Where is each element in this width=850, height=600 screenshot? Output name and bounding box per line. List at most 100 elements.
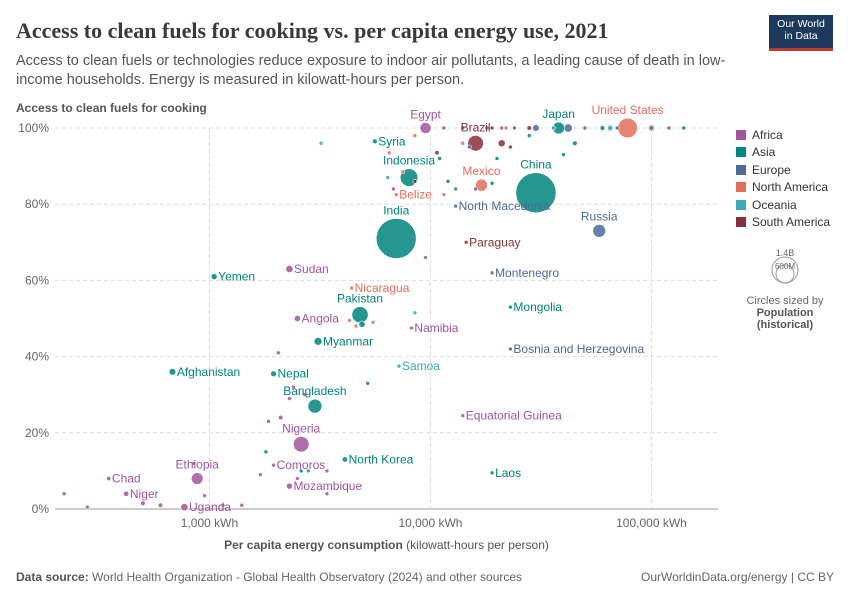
data-point[interactable] xyxy=(572,140,578,146)
point-china[interactable] xyxy=(515,172,557,214)
data-point[interactable] xyxy=(484,125,490,131)
point-egypt[interactable] xyxy=(419,122,432,134)
footer-url[interactable]: OurWorldinData.org/energy | CC BY xyxy=(641,570,834,584)
data-point[interactable] xyxy=(503,125,509,131)
data-point[interactable] xyxy=(526,125,532,131)
data-point[interactable] xyxy=(266,419,271,424)
point-myanmar[interactable] xyxy=(313,337,323,346)
data-point[interactable] xyxy=(324,468,330,474)
legend-item-south-america[interactable]: South America xyxy=(736,214,830,232)
data-point[interactable] xyxy=(434,150,440,156)
legend-item-europe[interactable]: Europe xyxy=(736,161,830,179)
legend-item-oceania[interactable]: Oceania xyxy=(736,196,830,214)
data-point[interactable] xyxy=(453,186,458,192)
data-point[interactable] xyxy=(191,460,197,466)
data-point[interactable] xyxy=(239,502,245,508)
data-point[interactable] xyxy=(305,468,311,474)
data-point[interactable] xyxy=(437,156,442,161)
point-bosnia-and-herzegovina[interactable] xyxy=(508,346,513,352)
point-syria[interactable] xyxy=(372,138,378,145)
point-united-states[interactable] xyxy=(617,117,638,139)
data-point[interactable] xyxy=(614,125,620,131)
data-point[interactable] xyxy=(489,125,495,131)
point-yemen[interactable] xyxy=(210,273,218,280)
point-samoa[interactable] xyxy=(396,363,402,369)
data-point[interactable] xyxy=(467,144,472,150)
data-point[interactable] xyxy=(649,125,654,131)
point-afghanistan[interactable] xyxy=(168,368,177,376)
data-point[interactable] xyxy=(277,414,284,421)
data-point[interactable] xyxy=(563,123,573,133)
point-equatorial-guinea[interactable] xyxy=(460,413,466,418)
point-namibia[interactable] xyxy=(409,325,414,331)
point-mexico[interactable] xyxy=(475,178,488,192)
data-point[interactable] xyxy=(412,179,418,184)
point-north-korea[interactable] xyxy=(341,456,348,463)
data-point[interactable] xyxy=(318,140,324,146)
point-nepal[interactable] xyxy=(270,370,277,377)
data-point[interactable] xyxy=(391,186,396,192)
data-point[interactable] xyxy=(202,493,207,498)
data-point[interactable] xyxy=(607,124,614,132)
data-point[interactable] xyxy=(460,125,466,131)
data-point[interactable] xyxy=(287,396,292,401)
data-point[interactable] xyxy=(157,502,164,508)
data-point[interactable] xyxy=(441,125,447,131)
data-point[interactable] xyxy=(532,124,540,132)
point-pakistan[interactable] xyxy=(351,306,369,324)
data-point[interactable] xyxy=(526,133,532,138)
data-point[interactable] xyxy=(561,152,566,157)
point-india[interactable] xyxy=(375,218,417,259)
point-belize[interactable] xyxy=(393,192,399,197)
data-point[interactable] xyxy=(497,139,506,148)
data-point[interactable] xyxy=(412,310,418,316)
point-montenegro[interactable] xyxy=(489,270,495,276)
data-point[interactable] xyxy=(508,144,513,150)
owid-logo[interactable]: Our World in Data xyxy=(769,15,833,51)
point-ethiopia[interactable] xyxy=(191,472,204,485)
point-sudan[interactable] xyxy=(285,265,294,273)
data-point[interactable] xyxy=(258,472,263,478)
data-point[interactable] xyxy=(441,192,447,197)
data-point[interactable] xyxy=(423,255,428,260)
data-point[interactable] xyxy=(61,491,67,497)
data-point[interactable] xyxy=(582,125,588,131)
data-point[interactable] xyxy=(666,125,672,131)
point-niger[interactable] xyxy=(123,490,130,497)
point-russia[interactable] xyxy=(592,224,606,238)
data-point[interactable] xyxy=(499,125,504,131)
data-point[interactable] xyxy=(460,140,466,146)
point-north-macedonia[interactable] xyxy=(453,203,458,209)
data-point[interactable] xyxy=(512,125,517,131)
point-comoros[interactable] xyxy=(271,462,276,468)
data-point[interactable] xyxy=(263,449,269,455)
point-bangladesh[interactable] xyxy=(307,398,323,414)
data-point[interactable] xyxy=(370,320,376,325)
data-point[interactable] xyxy=(295,476,300,481)
point-angola[interactable] xyxy=(294,315,301,322)
point-laos[interactable] xyxy=(489,470,495,476)
data-point[interactable] xyxy=(412,133,418,138)
data-point[interactable] xyxy=(445,179,451,184)
data-point[interactable] xyxy=(140,500,146,506)
data-point[interactable] xyxy=(681,125,687,131)
point-chad[interactable] xyxy=(106,476,112,482)
data-point[interactable] xyxy=(489,180,495,186)
data-point[interactable] xyxy=(84,504,90,510)
data-point[interactable] xyxy=(385,175,390,180)
legend-item-asia[interactable]: Asia xyxy=(736,144,830,162)
point-nigeria[interactable] xyxy=(293,436,310,453)
data-point[interactable] xyxy=(353,323,359,329)
data-point[interactable] xyxy=(291,384,296,390)
point-mongolia[interactable] xyxy=(508,304,513,310)
data-point[interactable] xyxy=(347,318,352,323)
point-nicaragua[interactable] xyxy=(349,285,354,291)
point-paraguay[interactable] xyxy=(463,240,469,245)
point-uganda[interactable] xyxy=(180,503,189,512)
data-point[interactable] xyxy=(386,150,392,156)
legend-item-north-america[interactable]: North America xyxy=(736,179,830,197)
data-point[interactable] xyxy=(220,502,226,508)
data-point[interactable] xyxy=(276,350,281,356)
data-point[interactable] xyxy=(400,169,406,175)
data-point[interactable] xyxy=(365,380,371,386)
